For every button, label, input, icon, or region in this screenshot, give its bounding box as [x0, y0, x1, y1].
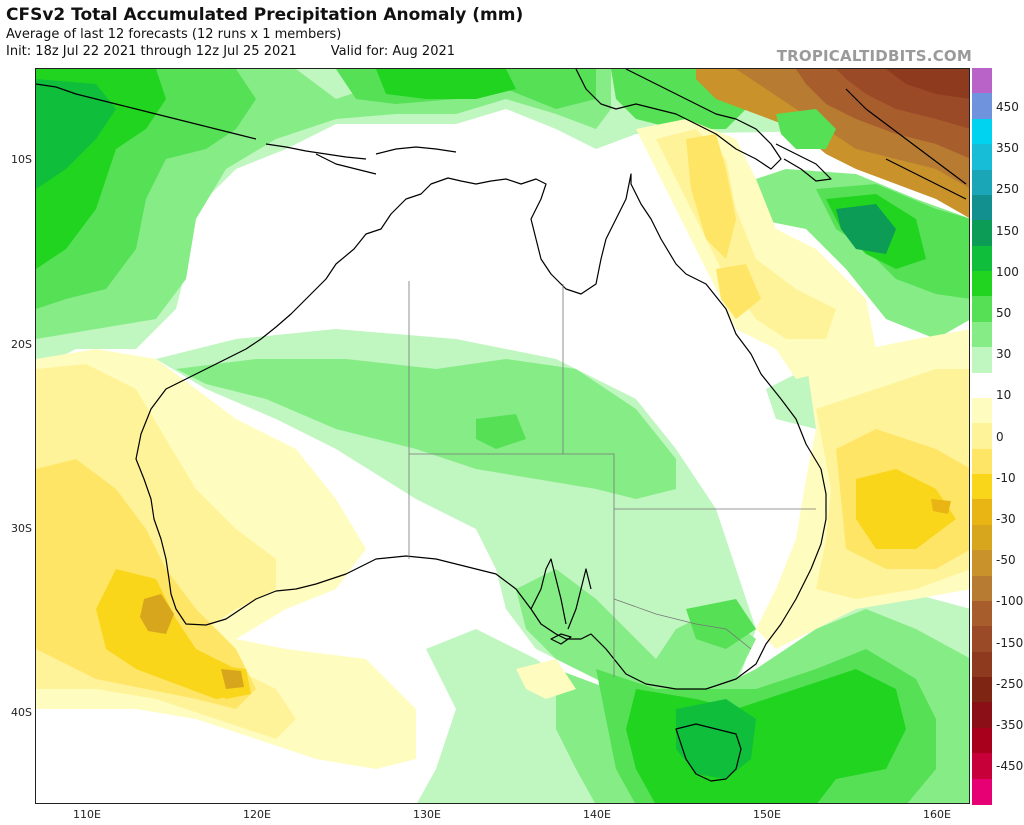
colorbar-label: 50 — [996, 306, 1012, 320]
colorbar-label: -10 — [996, 470, 1016, 485]
colorbar-label: -450 — [996, 759, 1024, 774]
colorbar-label: 10 — [996, 388, 1012, 403]
colorbar-swatch — [972, 600, 992, 627]
lon-label-110e: 110E — [73, 808, 101, 821]
colorbar-swatch — [972, 727, 992, 754]
colorbar — [972, 68, 992, 805]
colorbar-swatch — [972, 626, 992, 653]
lat-label-30s: 30S — [11, 522, 32, 535]
colorbar-swatch — [972, 448, 992, 475]
colorbar-swatch — [972, 372, 992, 399]
coastline-outlines — [36, 69, 967, 782]
chart-title: CFSv2 Total Accumulated Precipitation An… — [6, 5, 524, 25]
colorbar-swatch — [972, 423, 992, 450]
dry-anomaly-darkest — [140, 499, 951, 689]
valid-text: Valid for: Aug 2021 — [330, 44, 456, 59]
colorbar-swatch — [972, 220, 992, 247]
map-svg — [36, 69, 969, 803]
colorbar-swatch — [972, 397, 992, 424]
colorbar-label: -100 — [996, 594, 1024, 609]
colorbar-swatch — [972, 296, 992, 323]
colorbar-swatch — [972, 778, 992, 805]
colorbar-label: -150 — [996, 635, 1024, 650]
wet-anomaly-darkest — [36, 79, 896, 779]
colorbar-swatch — [972, 651, 992, 678]
colorbar-label: -250 — [996, 676, 1024, 691]
lat-label-40s: 40S — [11, 706, 32, 719]
colorbar-swatch — [972, 524, 992, 551]
colorbar-swatch — [972, 271, 992, 297]
anomaly-map — [35, 68, 970, 804]
dry-anomaly-brown — [696, 69, 969, 218]
dry-anomaly-stronger — [96, 469, 956, 699]
init-line: Init: 18z Jul 22 2021 through 12z Jul 25… — [6, 43, 523, 60]
lat-label-20s: 20S — [11, 338, 32, 351]
colorbar-swatch — [972, 93, 992, 120]
colorbar-swatch — [972, 245, 992, 272]
colorbar-label: 150 — [996, 223, 1019, 238]
colorbar-label: -30 — [996, 512, 1016, 526]
colorbar-label: 450 — [996, 100, 1019, 114]
lon-label-150e: 150E — [753, 808, 781, 821]
colorbar-label: 0 — [996, 429, 1004, 444]
colorbar-swatch — [972, 677, 992, 704]
colorbar-label: -50 — [996, 553, 1016, 568]
chart-subtitle: Average of last 12 forecasts (12 runs x … — [6, 27, 342, 42]
colorbar-swatch — [972, 347, 992, 374]
colorbar-swatch — [972, 702, 992, 729]
colorbar-swatch — [972, 144, 992, 171]
colorbar-swatch — [972, 499, 992, 526]
colorbar-swatch — [972, 321, 992, 348]
colorbar-swatch — [972, 68, 992, 94]
colorbar-label: 350 — [996, 141, 1019, 156]
colorbar-swatch — [972, 753, 992, 780]
lon-label-130e: 130E — [413, 808, 441, 821]
colorbar-swatch — [972, 550, 992, 577]
colorbar-label: 250 — [996, 182, 1019, 197]
colorbar-swatch — [972, 169, 992, 196]
colorbar-swatch — [972, 118, 992, 145]
colorbar-swatch — [972, 575, 992, 602]
lon-label-140e: 140E — [583, 808, 611, 821]
lon-label-120e: 120E — [243, 808, 271, 821]
colorbar-label: -350 — [996, 718, 1024, 732]
colorbar-swatch — [972, 474, 992, 501]
colorbar-swatch — [972, 194, 992, 221]
header: CFSv2 Total Accumulated Precipitation An… — [6, 4, 523, 60]
colorbar-label: 100 — [996, 264, 1019, 279]
lat-label-10s: 10S — [11, 153, 32, 166]
colorbar-label: 30 — [996, 347, 1012, 362]
state-borders — [408, 281, 816, 677]
init-text: Init: 18z Jul 22 2021 through 12z Jul 25… — [6, 44, 297, 59]
lon-label-160e: 160E — [923, 808, 951, 821]
watermark: TROPICALTIDBITS.COM — [776, 47, 972, 65]
